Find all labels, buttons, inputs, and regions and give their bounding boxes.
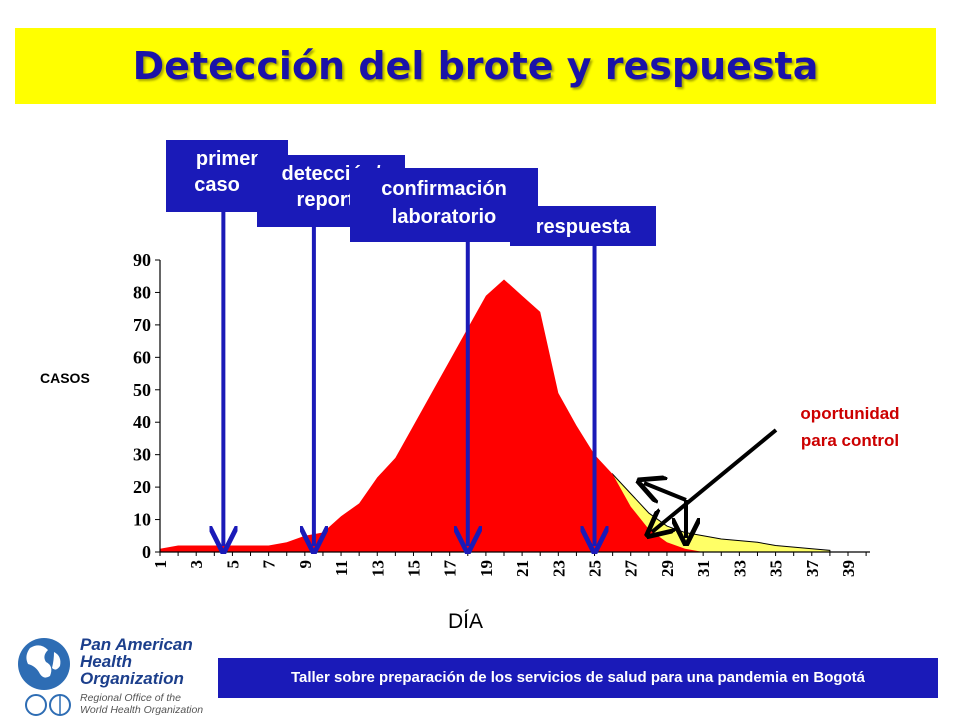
x-tick-label: 7 <box>260 560 279 569</box>
footer-banner: Taller sobre preparación de los servicio… <box>218 658 938 698</box>
x-tick-label: 13 <box>368 560 387 577</box>
page-title: Detección del brote y respuesta <box>132 44 819 88</box>
annotation-box-lab-confirmation-line2: laboratorio <box>391 206 497 228</box>
opportunity-label-line1: oportunidad <box>800 404 900 423</box>
y-tick-label: 40 <box>133 412 151 432</box>
x-tick-label: 35 <box>767 560 786 577</box>
y-tick-label: 30 <box>133 445 151 465</box>
annotation-box-lab-confirmation: confirmación laboratorio <box>350 168 538 242</box>
x-tick-label: 37 <box>803 560 822 578</box>
x-tick-label: 5 <box>223 560 242 569</box>
x-tick-label: 39 <box>839 560 858 577</box>
paho-logo: Pan American Health Organization Regiona… <box>10 630 210 720</box>
y-tick-label: 60 <box>133 347 151 367</box>
opportunity-label-line2: para control <box>800 431 900 450</box>
annotation-box-first-case-line1: primer <box>195 148 259 170</box>
paho-subtitle-line1: Regional Office of the <box>80 692 181 704</box>
annotation-box-lab-confirmation-line1: confirmación <box>381 178 507 200</box>
paho-subtitle-line2: World Health Organization <box>80 704 204 716</box>
x-tick-label: 9 <box>296 560 315 569</box>
x-tick-label: 33 <box>730 560 749 577</box>
x-tick-label: 23 <box>549 560 568 577</box>
y-tick-label: 20 <box>133 477 151 497</box>
x-tick-label: 31 <box>694 560 713 577</box>
paho-name-line3: Organization <box>80 669 184 688</box>
paho-name-line1: Pan American <box>80 635 193 654</box>
paho-name: Pan American Health Organization <box>80 636 193 687</box>
x-tick-label: 19 <box>477 560 496 577</box>
x-tick-label: 25 <box>586 560 605 577</box>
who-emblem <box>25 694 71 716</box>
y-tick-label: 70 <box>133 315 151 335</box>
paho-globe-emblem <box>18 638 70 690</box>
y-tick-label: 10 <box>133 510 151 530</box>
x-tick-label: 21 <box>513 560 532 577</box>
x-tick-label: 15 <box>404 560 423 577</box>
y-tick-label: 90 <box>133 250 151 270</box>
x-axis-label: DÍA <box>448 610 484 633</box>
y-tick-label: 80 <box>133 282 151 302</box>
title-banner: Detección del brote y respuesta <box>15 28 936 104</box>
paho-subtitle: Regional Office of the World Health Orga… <box>80 692 203 716</box>
y-tick-label: 0 <box>142 542 151 562</box>
y-axis-label: CASOS <box>40 370 90 386</box>
y-tick-label: 50 <box>133 380 151 400</box>
opportunity-arrow-upper <box>644 483 687 500</box>
opportunity-arrow <box>652 428 778 532</box>
x-tick-label: 17 <box>441 560 460 578</box>
annotation-box-first-case-line2: caso <box>194 174 240 196</box>
paho-name-line2: Health <box>80 652 132 671</box>
x-tick-label: 3 <box>187 560 206 569</box>
x-tick-label: 1 <box>151 560 170 569</box>
x-tick-label: 27 <box>622 560 641 578</box>
annotation-box-response-line1: respuesta <box>535 216 631 238</box>
x-tick-label: 29 <box>658 560 677 577</box>
annotation-box-response: respuesta <box>510 206 656 246</box>
x-tick-label: 11 <box>332 560 351 576</box>
epidemic-area-series <box>160 279 830 552</box>
annotation-box-detection-report-line2: reporte <box>296 189 366 211</box>
opportunity-label: oportunidad para control <box>770 400 930 454</box>
